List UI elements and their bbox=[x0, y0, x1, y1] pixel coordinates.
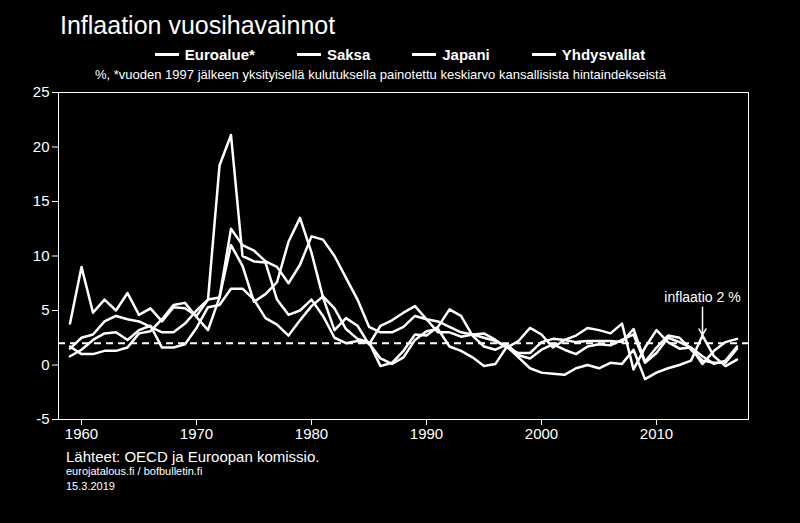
html-text:eurojatalous.fi / bofbulletin.: eurojatalous.fi / bofbulletin.fi bbox=[66, 465, 203, 477]
html-text:Lähteet: OECD ja Euroopan komi: Lähteet: OECD ja Euroopan komissio. bbox=[66, 448, 320, 465]
svg-text:1970: 1970 bbox=[180, 425, 213, 442]
html-text:Yhdysvallat: Yhdysvallat bbox=[561, 45, 646, 63]
svg-text:-5: -5 bbox=[36, 410, 49, 427]
svg-text:1980: 1980 bbox=[295, 425, 328, 442]
svg-text:0: 0 bbox=[41, 356, 49, 373]
html-text:Euroalue*: Euroalue* bbox=[184, 45, 255, 63]
svg-text:25: 25 bbox=[33, 84, 50, 100]
html-text:Japani: Japani bbox=[442, 45, 490, 63]
svg-text:inflaatio 2 %: inflaatio 2 % bbox=[664, 289, 740, 305]
svg-text:10: 10 bbox=[33, 247, 50, 264]
html-text:Saksa: Saksa bbox=[326, 45, 371, 63]
html-text:Inflaation vuosihavainnot: Inflaation vuosihavainnot bbox=[60, 11, 336, 39]
svg-text:5: 5 bbox=[41, 301, 49, 318]
html-text:%, *vuoden 1997 jälkeen yksity: %, *vuoden 1997 jälkeen yksityisellä kul… bbox=[95, 67, 666, 82]
svg-text:1990: 1990 bbox=[410, 425, 443, 442]
html-text:15.3.2019: 15.3.2019 bbox=[66, 480, 115, 492]
svg-text:15: 15 bbox=[33, 192, 50, 209]
svg-text:2010: 2010 bbox=[640, 425, 673, 442]
svg-text:1960: 1960 bbox=[65, 425, 98, 442]
svg-text:2000: 2000 bbox=[525, 425, 558, 442]
svg-text:20: 20 bbox=[33, 138, 50, 155]
